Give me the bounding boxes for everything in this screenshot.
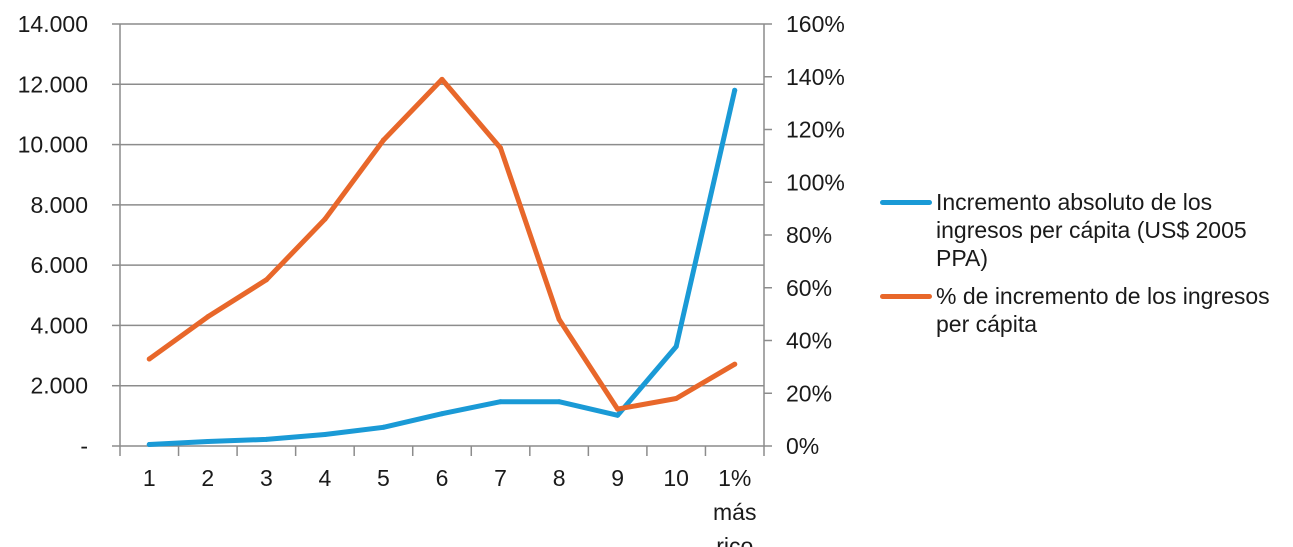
data-point-absolute-increase xyxy=(556,399,562,405)
right-tick-label: 120% xyxy=(786,117,845,143)
series-line-percent-increase xyxy=(146,76,738,412)
data-point-percent-increase xyxy=(322,216,328,222)
data-series xyxy=(146,76,738,447)
data-point-absolute-increase xyxy=(498,399,504,405)
right-tick-label: 60% xyxy=(786,275,832,301)
data-point-absolute-increase xyxy=(322,432,328,438)
x-tick-label: 7 xyxy=(494,465,507,491)
x-tick-label: 6 xyxy=(436,465,449,491)
legend-swatch-percent-increase xyxy=(880,294,932,299)
right-tick-label: 20% xyxy=(786,380,832,406)
left-axis-labels: - 2.000 4.000 6.000 8.000 10.000 12.000 14.000 xyxy=(18,11,88,459)
x-tick-label: 3 xyxy=(260,465,273,491)
data-point-absolute-increase xyxy=(615,412,621,418)
legend-item-absolute-increase: Incremento absoluto de los ingresos per … xyxy=(880,188,1290,272)
right-tick-label: 40% xyxy=(786,328,832,354)
grid-lines xyxy=(120,23,764,387)
legend-item-percent-increase: % de incremento de los ingresos per cápi… xyxy=(880,282,1290,338)
right-axis-labels: 0% 20% 40% 60% 80% 100% 120% 140% 160% xyxy=(786,11,845,459)
left-tick-label: 2.000 xyxy=(30,373,88,399)
x-tick-label: rico xyxy=(716,533,753,547)
data-point-absolute-increase xyxy=(673,344,679,350)
data-point-absolute-increase xyxy=(205,438,211,444)
left-tick-label: 10.000 xyxy=(18,132,88,158)
left-tick-label: 6.000 xyxy=(30,252,88,278)
left-tick-label: 4.000 xyxy=(30,312,88,338)
data-point-absolute-increase xyxy=(146,441,152,447)
right-tick-label: 140% xyxy=(786,64,845,90)
left-tick-label: 14.000 xyxy=(18,11,88,37)
x-tick-label: 8 xyxy=(553,465,566,491)
x-tick-label: 9 xyxy=(611,465,624,491)
data-point-percent-increase xyxy=(556,316,562,322)
legend-swatch-absolute-increase xyxy=(880,200,932,205)
data-point-absolute-increase xyxy=(732,87,738,93)
x-tick-label: 1 xyxy=(143,465,156,491)
data-point-percent-increase xyxy=(263,277,269,283)
data-point-percent-increase xyxy=(615,406,621,412)
data-point-percent-increase xyxy=(439,76,445,82)
x-tick-label: más xyxy=(713,499,756,525)
legend-label-percent-increase: % de incremento de los ingresos per cápi… xyxy=(936,283,1270,337)
legend-label-absolute-increase: Incremento absoluto de los ingresos per … xyxy=(936,189,1247,271)
data-point-absolute-increase xyxy=(263,436,269,442)
data-point-percent-increase xyxy=(498,145,504,151)
left-tick-label: 12.000 xyxy=(18,71,88,97)
series-line-absolute-increase xyxy=(146,87,738,447)
x-tick-label: 2 xyxy=(201,465,214,491)
data-point-percent-increase xyxy=(380,137,386,143)
right-tick-label: 80% xyxy=(786,222,832,248)
data-point-absolute-increase xyxy=(439,411,445,417)
left-tick-label: - xyxy=(80,433,88,459)
right-tick-label: 100% xyxy=(786,169,845,195)
x-tick-label: 4 xyxy=(319,465,332,491)
right-tick-label: 160% xyxy=(786,11,845,37)
x-axis-labels: 1 2 3 4 5 6 7 8 9 10 1% más rico xyxy=(143,465,757,547)
chart-axes xyxy=(112,23,772,456)
x-tick-label: 1% xyxy=(718,465,751,491)
chart-legend: Incremento absoluto de los ingresos per … xyxy=(880,188,1290,348)
data-point-absolute-increase xyxy=(380,424,386,430)
x-tick-label: 10 xyxy=(663,465,689,491)
left-tick-label: 8.000 xyxy=(30,192,88,218)
data-point-percent-increase xyxy=(205,314,211,320)
data-point-percent-increase xyxy=(673,396,679,402)
x-tick-label: 5 xyxy=(377,465,390,491)
data-point-percent-increase xyxy=(146,356,152,362)
data-point-percent-increase xyxy=(732,361,738,367)
right-tick-label: 0% xyxy=(786,433,819,459)
